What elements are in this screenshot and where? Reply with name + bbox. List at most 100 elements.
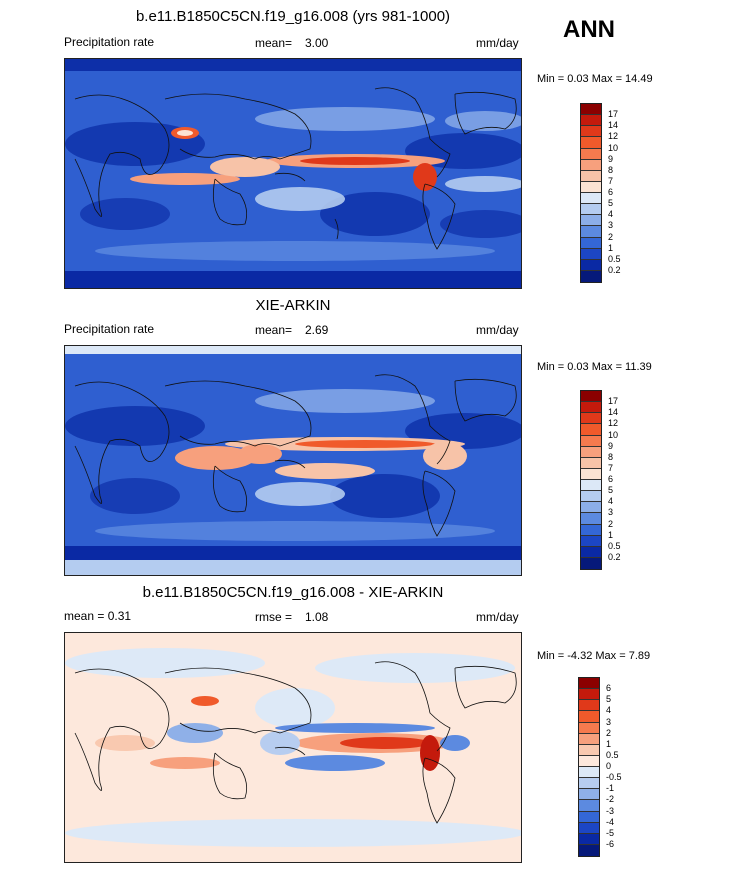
colorbar-tick-label: -1 (606, 783, 615, 794)
panel-3-rmse-value: 1.08 (305, 610, 329, 624)
colorbar-tick-label: -0.5 (606, 772, 622, 783)
panel-3-colorbar-ticks: 6 5 4 3 2 1 0.5 0 -0.5 -1 -2 -3 -4 -5 -6 (606, 677, 646, 855)
colorbar-swatch (581, 535, 601, 547)
colorbar-tick-label: -3 (606, 805, 615, 816)
colorbar-tick-label: 6 (608, 187, 614, 197)
season-label: ANN (563, 16, 615, 43)
colorbar-tick-label: 9 (608, 440, 614, 451)
colorbar-swatch (579, 678, 599, 690)
colorbar-tick-label: 4 (606, 705, 612, 716)
colorbar-swatch (581, 181, 601, 193)
panel-1-colorbar (580, 103, 602, 283)
colorbar-swatch (581, 215, 601, 227)
colorbar-swatch (581, 193, 601, 205)
colorbar-swatch (579, 755, 599, 767)
panel-1-mean-value: 3.00 (305, 36, 329, 50)
colorbar-tick-label: -5 (606, 827, 615, 838)
colorbar-tick-label: 6 (608, 474, 614, 484)
colorbar-swatch (581, 457, 601, 469)
colorbar-tick-label: 0.2 (608, 264, 621, 275)
colorbar-swatch (581, 513, 601, 525)
colorbar-swatch (579, 744, 599, 756)
colorbar-swatch (579, 844, 599, 856)
panel-1-min-max: Min = 0.03 Max = 14.49 (537, 73, 653, 85)
colorbar-swatch (581, 435, 601, 447)
colorbar-swatch (581, 413, 601, 425)
panel-2-mean-value: 2.69 (305, 323, 329, 337)
colorbar-swatch (579, 778, 599, 790)
colorbar-swatch (581, 126, 601, 138)
colorbar-tick-label: 5 (608, 485, 614, 496)
panel-2-mean-label: mean= (255, 323, 293, 337)
colorbar-tick-label: 8 (608, 164, 614, 175)
panel-2-map (64, 345, 522, 576)
colorbar-swatch (581, 502, 601, 514)
colorbar-tick-label: 3 (608, 507, 614, 518)
colorbar-swatch (579, 700, 599, 712)
panel-3-min-max: Min = -4.32 Max = 7.89 (537, 650, 651, 662)
colorbar-swatch (581, 480, 601, 492)
panel-2-units: mm/day (476, 323, 519, 337)
colorbar-tick-label: 8 (608, 451, 614, 462)
colorbar-tick-label: 1 (606, 738, 612, 749)
colorbar-tick-label: 17 (608, 109, 619, 120)
colorbar-swatch (581, 204, 601, 216)
colorbar-tick-label: 17 (608, 396, 619, 407)
colorbar-swatch (579, 767, 599, 779)
panel-1-mean-label: mean= (255, 36, 293, 50)
colorbar-tick-label: 4 (608, 209, 614, 220)
colorbar-swatch (579, 800, 599, 812)
colorbar-tick-label: 3 (606, 716, 612, 727)
colorbar-swatch (581, 259, 601, 271)
colorbar-swatch (581, 104, 601, 116)
colorbar-tick-label: 12 (608, 131, 619, 142)
colorbar-tick-label: 5 (606, 694, 612, 705)
colorbar-swatch (579, 689, 599, 701)
colorbar-tick-label: 14 (608, 407, 619, 418)
panel-3-map (64, 632, 522, 863)
colorbar-tick-label: 5 (608, 198, 614, 209)
colorbar-swatch (581, 446, 601, 458)
panel-3-title: b.e11.B1850C5CN.f19_g16.008 - XIE-ARKIN (142, 584, 444, 601)
colorbar-tick-label: 10 (608, 429, 619, 440)
colorbar-swatch (579, 733, 599, 745)
colorbar-swatch (581, 226, 601, 238)
colorbar-swatch (581, 248, 601, 260)
panel-2-title: XIE-ARKIN (255, 297, 331, 314)
colorbar-swatch (579, 833, 599, 845)
panel-3-rmse-label: rmse = (255, 610, 293, 624)
colorbar-swatch (581, 402, 601, 414)
panel-2-colorbar-ticks: 17 14 12 10 9 8 7 6 5 4 3 2 1 0.5 0.2 (608, 390, 648, 568)
colorbar-swatch (579, 811, 599, 823)
colorbar-tick-label: 7 (608, 462, 614, 473)
colorbar-swatch (581, 524, 601, 536)
colorbar-swatch (581, 137, 601, 149)
panel-3-colorbar (578, 677, 600, 857)
colorbar-tick-label: 0.5 (608, 253, 621, 264)
colorbar-tick-label: 3 (608, 220, 614, 231)
panel-2-min-max: Min = 0.03 Max = 11.39 (537, 361, 652, 373)
colorbar-tick-label: 2 (608, 231, 614, 242)
colorbar-swatch (581, 270, 601, 282)
panel-2-colorbar (580, 390, 602, 570)
colorbar-tick-label: 2 (608, 518, 614, 529)
colorbar-tick-label: 4 (608, 496, 614, 507)
colorbar-swatch (581, 557, 601, 569)
colorbar-swatch (581, 115, 601, 127)
panel-3-units: mm/day (476, 610, 519, 624)
colorbar-swatch (581, 468, 601, 480)
colorbar-swatch (581, 546, 601, 558)
colorbar-tick-label: 10 (608, 142, 619, 153)
colorbar-swatch (579, 822, 599, 834)
panel-1-colorbar-ticks: 17 14 12 10 9 8 7 6 5 4 3 2 1 0.5 0.2 (608, 103, 648, 281)
colorbar-swatch (581, 391, 601, 403)
panel-2-variable-label: Precipitation rate (64, 322, 155, 336)
colorbar-swatch (579, 711, 599, 723)
colorbar-swatch (581, 148, 601, 160)
colorbar-tick-label: 6 (606, 683, 612, 694)
colorbar-swatch (581, 491, 601, 503)
panel-1-units: mm/day (476, 36, 519, 50)
colorbar-tick-label: 0 (606, 761, 612, 771)
colorbar-tick-label: 12 (608, 418, 619, 429)
colorbar-tick-label: 0.5 (608, 540, 621, 551)
